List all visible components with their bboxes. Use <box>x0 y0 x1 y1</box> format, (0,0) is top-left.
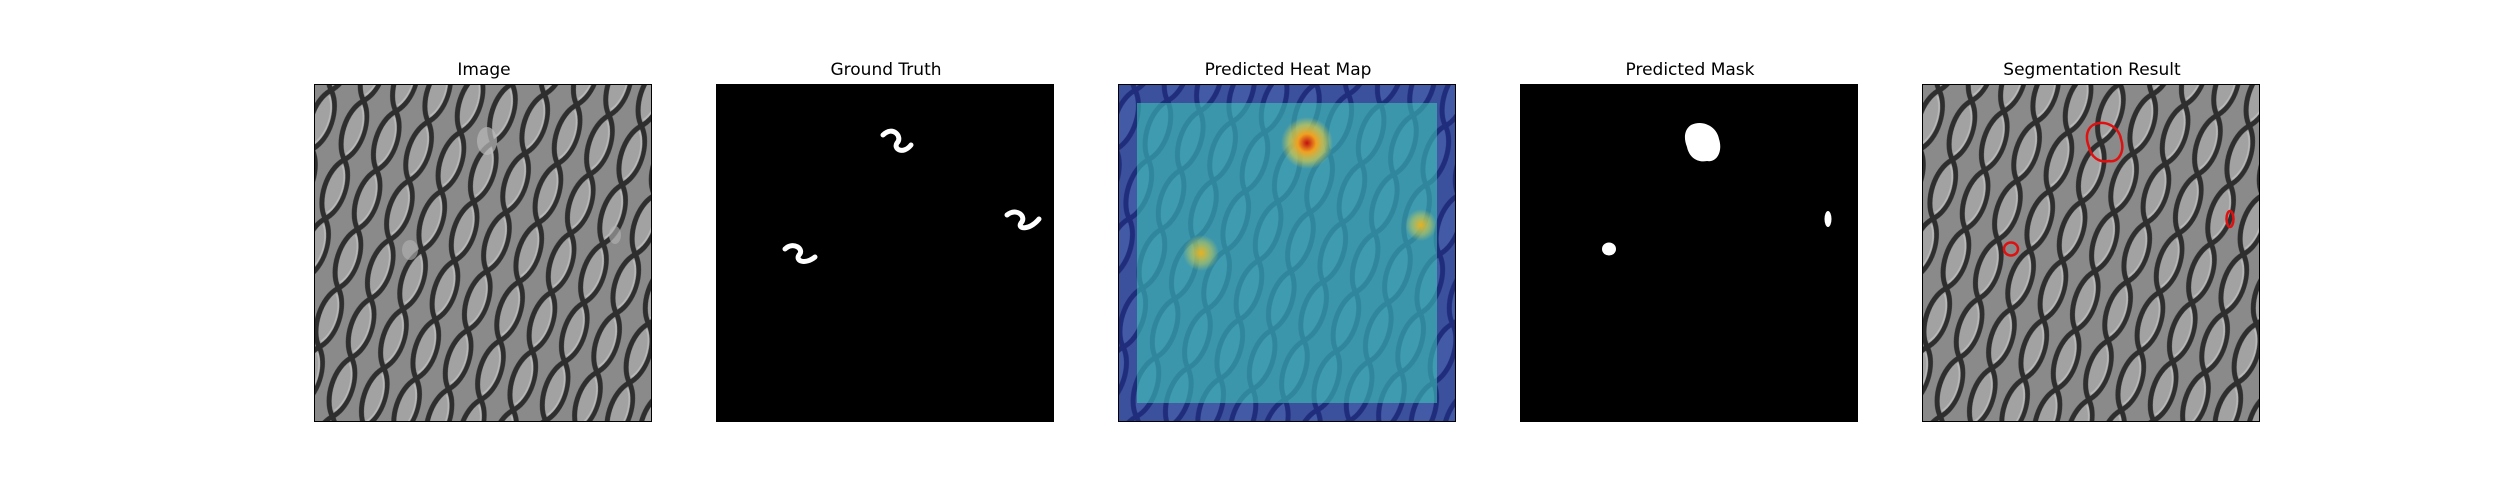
panel-ground-truth: Ground Truth <box>716 60 1056 426</box>
heat-map-frame <box>1118 84 1456 422</box>
heat-map-overlay <box>1119 85 1455 421</box>
gt-defect-2 <box>782 243 818 264</box>
contour-overlay <box>1923 85 2259 421</box>
panel-segmentation-result: Segmentation Result <box>1922 60 2262 426</box>
ground-truth-mask <box>717 85 1053 421</box>
gt-defect-1 <box>880 128 914 153</box>
panel-predicted-mask: Predicted Mask <box>1520 60 1860 426</box>
contour-2 <box>2002 241 2020 257</box>
mask-blob-2 <box>1602 242 1616 256</box>
panel-title-predicted-mask: Predicted Mask <box>1625 60 1755 80</box>
panel-title-ground-truth: Ground Truth <box>830 60 942 80</box>
predicted-mask-frame <box>1520 84 1858 422</box>
panel-heat-map: Predicted Heat Map <box>1118 60 1458 426</box>
segmentation-result-frame <box>1922 84 2260 422</box>
heat-spot-1 <box>1281 117 1333 169</box>
contour-1 <box>2085 121 2124 163</box>
panel-title-heat-map: Predicted Heat Map <box>1204 60 1372 80</box>
mask-blob-3 <box>1824 211 1832 227</box>
heat-spot-2 <box>1183 235 1219 271</box>
binary-mask <box>1521 85 1857 421</box>
panel-image: Image <box>314 60 654 426</box>
panel-title-image: Image <box>457 60 511 80</box>
ground-truth-frame <box>716 84 1054 422</box>
panel-title-segmentation-result: Segmentation Result <box>2003 60 2181 80</box>
gt-defect-3 <box>1004 209 1042 231</box>
textured-mesh-image <box>315 85 651 421</box>
image-frame <box>314 84 652 422</box>
contour-3 <box>2225 209 2235 229</box>
mask-blob-1 <box>1684 122 1721 162</box>
heat-spot-3 <box>1405 209 1437 241</box>
